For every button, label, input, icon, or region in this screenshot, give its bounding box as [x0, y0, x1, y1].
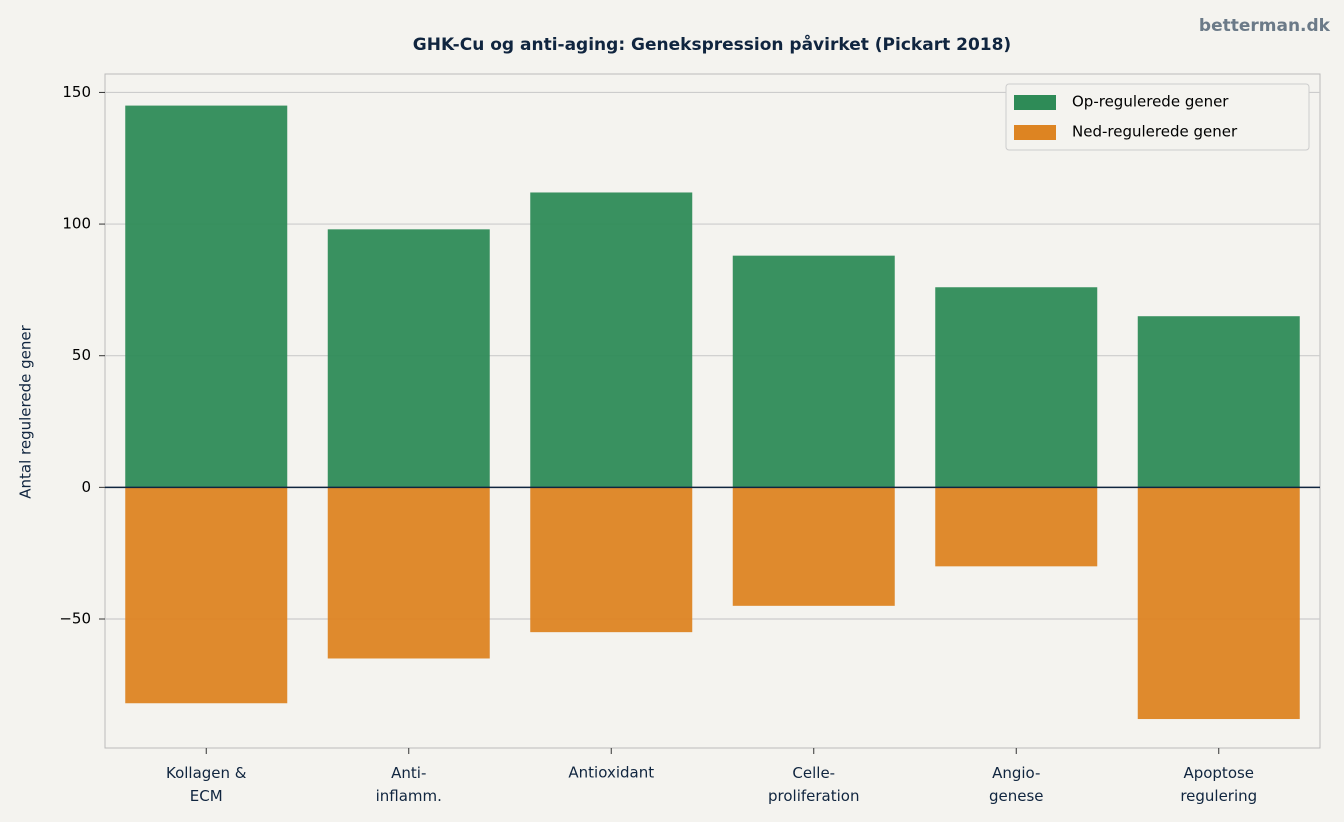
bar: [125, 487, 288, 704]
y-tick-label: 50: [72, 346, 91, 364]
bar: [1137, 487, 1300, 720]
bar: [125, 105, 288, 488]
x-tick-label: Kollagen & ECM: [166, 764, 247, 805]
bar: [530, 487, 693, 633]
x-tick-label: Apoptose regulering: [1180, 764, 1257, 805]
y-tick-label: 0: [81, 478, 91, 496]
legend-label: Op-regulerede gener: [1072, 93, 1229, 111]
bar: [935, 287, 1098, 488]
y-tick-label: −50: [59, 609, 91, 627]
bar: [530, 192, 693, 488]
x-tick-label: Anti-inflamm.: [376, 764, 442, 805]
y-tick-label: 100: [62, 215, 91, 233]
bar: [1137, 316, 1300, 488]
watermark: betterman.dk: [1199, 16, 1331, 36]
bar: [935, 487, 1098, 567]
bar: [732, 255, 895, 488]
chart-title: GHK-Cu og anti-aging: Genekspression påv…: [413, 33, 1011, 55]
legend-swatch: [1014, 125, 1056, 140]
x-tick-label: Celle-proliferation: [768, 764, 859, 805]
legend-swatch: [1014, 95, 1056, 110]
y-tick-label: 150: [62, 83, 91, 101]
x-tick-label: Antioxidant: [568, 764, 654, 782]
y-axis-label: Antal regulerede gener: [17, 324, 35, 498]
legend-label: Ned-regulerede gener: [1072, 123, 1238, 141]
plot-area: [104, 73, 1321, 749]
bar: [327, 229, 490, 488]
bar: [327, 487, 490, 659]
x-tick-label: Angio-genese: [989, 764, 1044, 805]
bar: [732, 487, 895, 606]
legend-box: [1005, 83, 1310, 151]
